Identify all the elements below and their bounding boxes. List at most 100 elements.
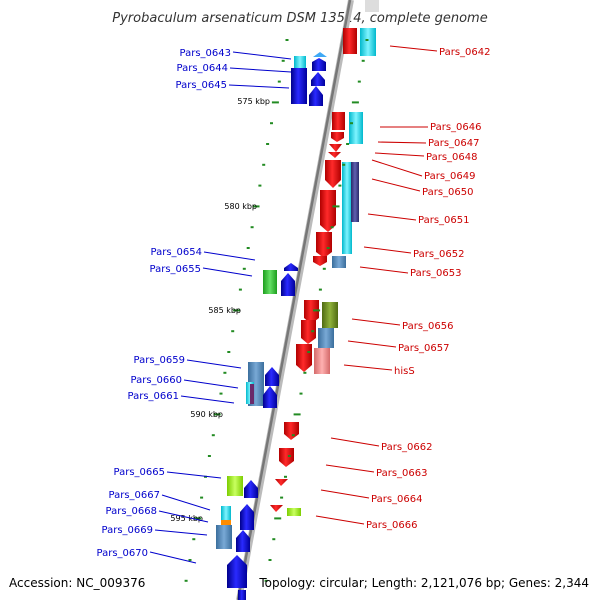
scale-tick [351,101,359,104]
scale-tick [231,330,235,333]
scale-tick [233,309,241,312]
topology-text: Topology: circular; Length: 2,121,076 bp… [258,576,589,590]
scale-tick [264,579,268,582]
scale-tick [346,143,350,145]
scale-tick [342,163,346,166]
scale-ticks [184,39,369,582]
scale-tick [277,80,281,83]
genome-title: Pyrobaculum arsenaticum DSM 13514, compl… [112,11,487,26]
gene-label[interactable]: Pars_0667 [109,490,160,501]
scale-tick [268,559,272,561]
scale-label-585: 585 kbp [208,306,241,315]
scale-tick [311,330,315,333]
scale-tick [332,205,340,208]
scale-tick [272,538,276,541]
gene-label[interactable]: Pars_0666 [366,520,417,531]
accession-text: Accession: NC_009376 [9,576,145,590]
gene-cluster-0643-0645 [291,52,327,106]
scale-tick [365,39,369,41]
scale-label-580: 580 kbp [224,202,257,211]
scale-tick [219,392,223,395]
gene-label[interactable]: Pars_0660 [131,375,182,386]
scale-tick [285,39,289,41]
scale-tick [188,559,192,561]
scale-tick [184,579,188,582]
gene-label[interactable]: Pars_0653 [410,268,461,279]
gene-label[interactable]: Pars_0662 [381,442,432,453]
gene-label[interactable]: Pars_0659 [134,355,185,366]
gene-label[interactable]: Pars_0665 [114,467,165,478]
scale-tick [330,226,334,229]
gene-label[interactable]: Pars_0649 [424,171,475,182]
gene-label[interactable]: Pars_0645 [176,80,227,91]
genome-backbone [236,0,354,600]
scale-tick [326,247,330,249]
scale-tick [318,288,322,291]
leader-lines [149,45,438,564]
gene-label[interactable]: Pars_0669 [102,525,153,536]
gene-label[interactable]: Pars_0650 [422,187,473,198]
gene-label[interactable]: Pars_0668 [106,506,157,517]
gene-label[interactable]: Pars_0657 [398,343,449,354]
scale-tick [200,496,204,499]
scale-tick [284,475,287,478]
gene-cluster-0665-0670 [216,476,258,600]
gene-cluster-0654-0655 [263,263,298,296]
scale-tick [213,413,221,416]
scale-tick [270,122,273,125]
scale-tick [313,309,321,312]
scale-tick [223,371,227,374]
gene-label[interactable]: Pars_0642 [439,47,490,58]
gene-label[interactable]: Pars_0648 [426,152,477,163]
scale-label-595: 595 kbp [170,514,203,523]
gene-pars-0642 [343,0,379,56]
left-gene-labels: Pars_0643 Pars_0644 Pars_0645 Pars_0654 … [97,48,231,559]
scale-tick [361,59,365,62]
gene-label[interactable]: Pars_0647 [428,138,479,149]
scale-tick [357,80,361,83]
scale-tick [287,455,291,457]
gene-label[interactable]: Pars_0644 [177,63,228,74]
scale-tick [322,267,326,270]
right-gene-labels: Pars_0642 Pars_0646 Pars_0647 Pars_0648 … [366,47,490,531]
scale-tick [192,538,196,541]
scale-tick [280,496,284,499]
scale-tick [227,351,231,353]
scale-tick [211,434,215,437]
gene-label[interactable]: Pars_0655 [150,264,201,275]
gene-cluster-0656-hisS [296,300,338,374]
scale-tick [299,392,303,395]
scale-tick [291,434,295,437]
gene-label[interactable]: Pars_0670 [97,548,148,559]
gene-label[interactable]: Pars_0646 [430,122,481,133]
scale-tick [281,59,285,62]
gene-label[interactable]: Pars_0656 [402,321,453,332]
gene-cluster-0646-0653 [313,112,363,268]
scale-tick [242,267,246,270]
scale-tick [207,455,211,457]
gene-label[interactable]: Pars_0652 [413,249,464,260]
scale-tick [350,122,353,125]
scale-tick [238,288,242,291]
gene-label[interactable]: Pars_0663 [376,468,427,479]
scale-tick [252,205,260,208]
gene-label[interactable]: Pars_0651 [418,215,469,226]
gene-label[interactable]: Pars_0654 [151,247,202,258]
gene-label[interactable]: hisS [394,366,415,377]
scale-tick [271,101,279,104]
scale-label-590: 590 kbp [190,410,223,419]
scale-tick [194,517,202,520]
scale-tick [250,226,254,229]
scale-tick [246,247,250,249]
scale-label-575: 575 kbp [237,97,270,106]
scale-tick [307,351,311,353]
scale-tick [338,184,342,187]
gene-label[interactable]: Pars_0661 [128,391,179,402]
gene-label[interactable]: Pars_0643 [180,48,231,59]
scale-tick [293,413,301,416]
scale-tick [204,475,207,478]
gene-label[interactable]: Pars_0664 [371,494,422,505]
scale-tick [266,143,270,145]
gene-cluster-0659-0661 [246,362,279,408]
